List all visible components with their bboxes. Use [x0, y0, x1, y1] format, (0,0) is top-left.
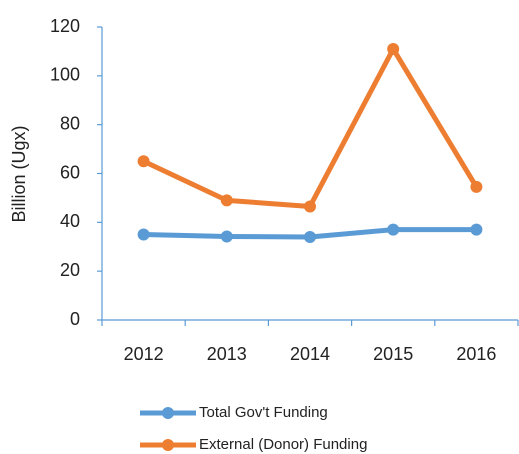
y-tick-label: 0 — [70, 309, 80, 329]
y-tick-label: 20 — [60, 260, 80, 280]
x-tick-label: 2012 — [124, 344, 164, 364]
point — [220, 194, 233, 207]
legend-marker — [162, 407, 174, 419]
point — [220, 230, 233, 243]
point — [470, 223, 483, 236]
y-tick-label: 60 — [60, 162, 80, 182]
legend-marker — [162, 439, 174, 451]
point — [387, 223, 400, 236]
x-tick-label: 2013 — [207, 344, 247, 364]
point — [304, 230, 316, 243]
point — [137, 228, 150, 241]
y-tick-label: 80 — [60, 113, 80, 133]
point — [304, 200, 316, 213]
point — [137, 155, 150, 168]
y-tick-label: 100 — [50, 65, 80, 85]
legend: Total Gov't Funding External (Donor) Fund… — [140, 404, 367, 453]
y-tick-label: 40 — [60, 211, 80, 231]
series-line — [142, 46, 479, 209]
legend-label: Total Gov't Funding — [199, 404, 328, 421]
x-tick-label: 2015 — [373, 344, 413, 364]
legend-label: External (Donor) Funding — [199, 436, 367, 453]
y-axis-label: Billion (Ugx) — [9, 125, 29, 222]
point — [387, 42, 400, 55]
point — [470, 180, 483, 193]
x-tick-label: 2016 — [456, 344, 496, 364]
x-tick-label: 2014 — [290, 344, 330, 364]
y-tick-label: 120 — [50, 16, 80, 36]
